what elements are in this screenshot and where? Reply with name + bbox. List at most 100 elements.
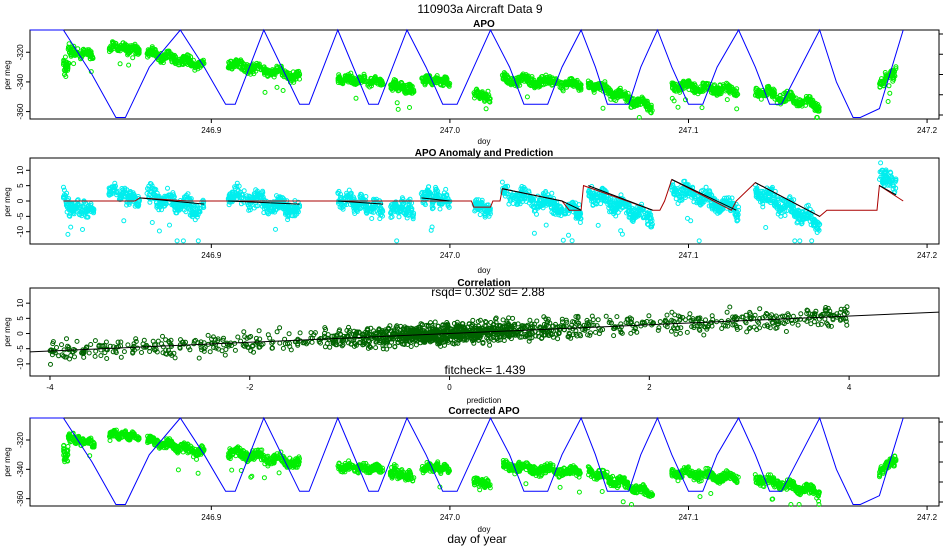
- apo-point: [180, 58, 186, 63]
- apo-point: [250, 61, 256, 67]
- apo-point: [476, 90, 482, 96]
- apo-point: [372, 77, 378, 83]
- apo-point: [356, 77, 361, 83]
- apo-point: [343, 77, 349, 82]
- apo-point: [533, 83, 539, 89]
- altitude-profile-line: [30, 28, 904, 118]
- apo-point: [510, 81, 516, 87]
- apo-point: [483, 92, 489, 98]
- apo-point: [389, 82, 395, 88]
- anomaly-point: [165, 185, 170, 191]
- apo-point: [524, 94, 530, 100]
- apo-point: [244, 62, 250, 68]
- apo-point: [88, 50, 94, 56]
- apo-point: [228, 62, 234, 67]
- apo-point: [130, 55, 136, 61]
- apo-point: [675, 104, 681, 110]
- y-tick-label: -10: [16, 358, 25, 370]
- panel-anomaly: APO Anomaly and Prediction 246.9 247.0 247…: [3, 148, 940, 275]
- apo-point: [395, 88, 401, 94]
- apo-point: [154, 53, 160, 59]
- apo-point: [107, 47, 113, 52]
- correlation-point: [205, 332, 211, 338]
- apo-point: [115, 47, 121, 53]
- apo-point: [886, 83, 892, 89]
- y-tick-label: 10: [16, 298, 25, 307]
- apo-point: [389, 84, 395, 90]
- correlation-point: [121, 349, 127, 355]
- anomaly-point: [121, 218, 127, 224]
- apo-point: [165, 48, 171, 54]
- apo-point: [234, 58, 240, 64]
- apo-point: [505, 74, 511, 80]
- ylabel-anomaly: per meg: [3, 187, 12, 216]
- apo-point: [87, 56, 93, 62]
- anomaly-point: [595, 222, 601, 228]
- y-tick-label: -320: [16, 44, 25, 61]
- anomaly-point: [543, 222, 549, 228]
- apo-point: [394, 85, 400, 91]
- anomaly-point: [180, 238, 186, 244]
- apo-point: [527, 79, 533, 85]
- anomaly-point: [65, 231, 71, 237]
- correlation-point: [232, 347, 238, 353]
- correlation-point: [277, 325, 283, 331]
- correlation-point: [798, 311, 804, 317]
- apo-point: [262, 89, 268, 95]
- apo-point: [126, 50, 132, 56]
- x-tick-label: 0: [447, 383, 452, 392]
- apo-point: [445, 80, 451, 86]
- apo-point: [131, 43, 137, 49]
- anomaly-point: [531, 230, 537, 236]
- apo-point: [110, 39, 115, 45]
- apo-point: [269, 69, 275, 75]
- y-tick-label: -340: [16, 73, 25, 90]
- x-tick-label: 246.9: [201, 251, 222, 260]
- x-tick-label: -4: [46, 383, 54, 392]
- correlation-point: [309, 339, 315, 345]
- apo-point: [364, 79, 370, 85]
- correlation-point: [603, 313, 609, 319]
- anomaly-point: [763, 225, 769, 230]
- apo-point: [120, 40, 126, 46]
- anomaly-point: [437, 206, 443, 212]
- apo-point: [173, 59, 179, 65]
- anomaly-point: [80, 227, 85, 232]
- apo-point: [422, 82, 428, 88]
- anomaly-point: [794, 220, 800, 226]
- x-tick-label: 2: [647, 383, 652, 392]
- apo-point: [885, 99, 891, 104]
- correlation-point: [64, 336, 69, 342]
- apo-point: [125, 48, 131, 54]
- apo-point: [249, 67, 255, 73]
- anomaly-point: [68, 224, 74, 230]
- apo-point: [442, 77, 448, 83]
- apo-point: [399, 80, 405, 86]
- anomaly-point: [560, 237, 566, 243]
- apo-point: [393, 77, 399, 83]
- y-tick-label: -360: [16, 103, 25, 120]
- apo-point: [133, 50, 139, 56]
- apo-point: [283, 74, 289, 80]
- apo-point: [225, 65, 231, 71]
- anomaly-point: [149, 220, 155, 225]
- apo-point: [699, 105, 705, 111]
- correlation-point: [274, 329, 280, 335]
- apo-point: [600, 105, 606, 111]
- x-tick-label: 247.1: [678, 251, 699, 260]
- apo-point: [261, 69, 267, 75]
- correlation-point: [655, 327, 661, 333]
- apo-point: [61, 60, 67, 66]
- apo-point: [146, 49, 152, 55]
- apo-point: [145, 54, 151, 60]
- apo-point: [445, 82, 451, 88]
- apo-point: [563, 81, 569, 87]
- anomaly-point: [369, 216, 375, 221]
- apo-point: [294, 70, 299, 76]
- apo-point: [234, 61, 240, 67]
- apo-point: [228, 64, 234, 70]
- correlation-point: [93, 348, 99, 354]
- apo-point: [161, 53, 167, 58]
